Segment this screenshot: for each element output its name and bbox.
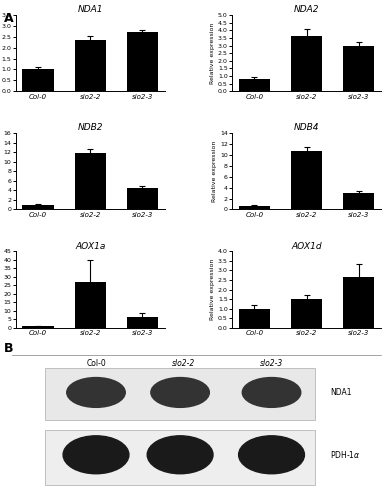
FancyBboxPatch shape <box>45 368 315 420</box>
Bar <box>291 36 322 92</box>
Title: AOX1a: AOX1a <box>75 242 105 250</box>
Bar <box>343 46 375 92</box>
Bar <box>239 206 270 210</box>
Bar <box>22 204 54 210</box>
Bar <box>75 40 106 92</box>
Title: NDB4: NDB4 <box>294 124 319 132</box>
Y-axis label: Relative expression: Relative expression <box>210 22 215 84</box>
Title: AOX1d: AOX1d <box>291 242 322 250</box>
Bar <box>343 193 375 210</box>
Bar <box>22 70 54 92</box>
Text: PDH-1$\alpha$: PDH-1$\alpha$ <box>330 450 361 460</box>
Text: Col-0: Col-0 <box>86 358 106 368</box>
Ellipse shape <box>63 436 129 474</box>
Text: slo2-3: slo2-3 <box>260 358 283 368</box>
FancyBboxPatch shape <box>45 430 315 484</box>
Text: A: A <box>4 12 14 26</box>
Ellipse shape <box>242 378 301 408</box>
Title: NDB2: NDB2 <box>77 124 103 132</box>
Ellipse shape <box>238 436 305 474</box>
Text: NDA1: NDA1 <box>330 388 352 397</box>
Bar <box>239 79 270 92</box>
Ellipse shape <box>151 378 209 408</box>
Bar <box>22 326 54 328</box>
Bar <box>127 188 158 210</box>
Y-axis label: Relative expression: Relative expression <box>0 259 1 320</box>
Y-axis label: Relative expression: Relative expression <box>212 140 217 202</box>
Bar <box>127 32 158 92</box>
Bar <box>239 308 270 328</box>
Bar <box>291 150 322 210</box>
Bar <box>343 277 375 328</box>
Bar <box>75 153 106 210</box>
Y-axis label: Relative expression: Relative expression <box>210 259 215 320</box>
Bar <box>127 318 158 328</box>
Bar <box>75 282 106 328</box>
Title: NDA1: NDA1 <box>77 5 103 14</box>
Title: NDA2: NDA2 <box>294 5 319 14</box>
Ellipse shape <box>67 378 125 408</box>
Ellipse shape <box>147 436 213 474</box>
Bar <box>291 299 322 328</box>
Text: B: B <box>4 342 13 355</box>
Text: slo2-2: slo2-2 <box>172 358 195 368</box>
Y-axis label: Relative expression: Relative expression <box>0 140 1 202</box>
